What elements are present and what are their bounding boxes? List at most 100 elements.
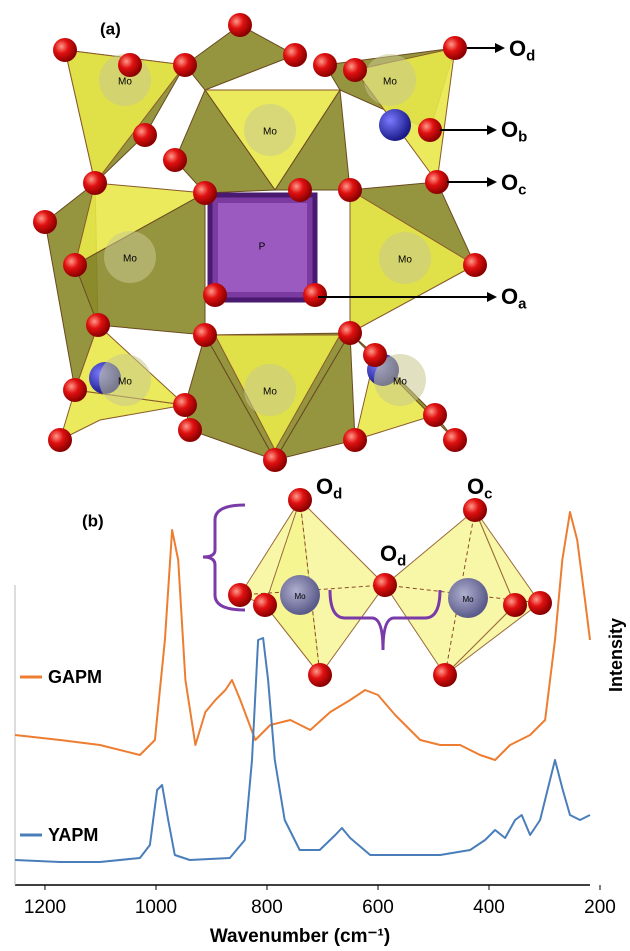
oxygen-sphere — [425, 170, 449, 194]
bracket — [328, 589, 442, 651]
y-axis-label: Intensity — [606, 618, 626, 692]
oxygen-sphere — [338, 178, 362, 202]
oxygen-sphere — [33, 210, 57, 234]
mo-sphere — [448, 578, 488, 618]
legend-label: GAPM — [48, 667, 102, 687]
oxygen-sphere — [263, 448, 287, 472]
atom-label: Mo — [118, 77, 132, 88]
arrow-head — [487, 177, 497, 187]
oxygen-sphere — [423, 403, 447, 427]
oxygen-subscript: d — [397, 553, 406, 570]
oxygen-sphere — [343, 428, 367, 452]
atom-label: Mo — [398, 255, 412, 266]
oxygen-sphere — [463, 253, 487, 277]
face — [273, 331, 356, 461]
oxygen-subscript: c — [484, 486, 492, 503]
atom-label: Mo — [263, 127, 277, 138]
oxygen-sphere — [118, 53, 142, 77]
atom-label: Mo — [462, 595, 474, 604]
oxygen-sphere — [283, 43, 307, 67]
oxygen-sphere — [173, 53, 197, 77]
oxygen-label: Oc — [501, 170, 526, 199]
oxygen-sphere — [288, 488, 312, 512]
oxygen-sphere — [83, 171, 107, 195]
oxygen-sphere — [313, 53, 337, 77]
oxygen-sphere — [343, 58, 367, 82]
oxygen-label: Od — [380, 541, 406, 570]
oxygen-sphere — [228, 13, 252, 37]
oxygen-symbol: O — [501, 117, 518, 142]
panel-label: (b) — [82, 511, 104, 530]
x-tick-label: 1200 — [24, 897, 66, 918]
arrow-head — [495, 43, 505, 53]
oxygen-symbol: O — [316, 474, 333, 499]
atom-label: Mo — [393, 377, 407, 388]
spectrum-line — [14, 511, 591, 761]
oxygen-label: Oa — [501, 284, 527, 313]
mo-site — [99, 354, 151, 406]
oxygen-sphere — [443, 428, 467, 452]
bracket — [202, 503, 246, 612]
oxygen-label: Ob — [501, 117, 527, 146]
oxygen-sphere — [363, 343, 387, 367]
mo-site — [364, 54, 416, 106]
spectra-plot: 1200 1000 800 600 400 200 Wavenumber (cm⁻¹) Int… — [14, 511, 626, 947]
oxygen-label: Od — [509, 36, 535, 65]
panel-label: (a) — [100, 19, 121, 38]
oxygen-sphere — [253, 593, 277, 617]
x-tick-label: 800 — [251, 897, 283, 918]
oxygen-sphere — [288, 178, 312, 202]
oxygen-sphere — [48, 428, 72, 452]
arrow-head — [487, 292, 497, 302]
oxygen-sphere — [63, 378, 87, 402]
oxygen-sphere — [178, 418, 202, 442]
oxygen-symbol: O — [501, 284, 518, 309]
oxygen-sphere — [433, 663, 457, 687]
oxygen-sphere — [308, 663, 332, 687]
oxygen-sphere — [193, 181, 217, 205]
oxygen-sphere — [338, 321, 362, 345]
oxygen-subscript: d — [333, 486, 342, 503]
oxygen-subscript: b — [518, 129, 527, 146]
atom-label: Mo — [123, 254, 137, 265]
oxygen-symbol: O — [509, 36, 526, 61]
oxygen-sphere — [418, 118, 442, 142]
x-tick-label: 600 — [362, 897, 394, 918]
oxygen-symbol: O — [467, 474, 484, 499]
oxygen-sphere — [53, 38, 77, 62]
x-tick-label: 400 — [473, 897, 505, 918]
oxygen-sphere — [443, 36, 467, 60]
mo-site — [379, 232, 431, 284]
oxygen-sphere — [163, 148, 187, 172]
x-axis-label: Wavenumber (cm⁻¹) — [210, 926, 390, 947]
oxygen-symbol: O — [380, 541, 397, 566]
atom-label: Mo — [294, 592, 306, 601]
oxygen-sphere — [173, 393, 197, 417]
oxygen-sphere — [86, 313, 110, 337]
oxygen-subscript: d — [526, 48, 535, 65]
mo-site — [374, 354, 426, 406]
atoms — [33, 13, 552, 687]
dimer-polyhedra — [202, 498, 541, 677]
mo-site — [244, 104, 296, 156]
atom-label: Mo — [118, 377, 132, 388]
mo-sphere — [280, 575, 320, 615]
mo-sphere — [379, 109, 411, 141]
oxygen-sphere — [193, 323, 217, 347]
oxygen-label: Oc — [467, 474, 492, 503]
oxygen-sphere — [228, 583, 252, 607]
mo-site — [104, 231, 156, 283]
oxygen-subscript: a — [518, 296, 527, 313]
oxygen-symbol: O — [501, 170, 518, 195]
mo-site — [244, 364, 296, 416]
oxygen-sphere — [63, 253, 87, 277]
oxygen-sphere — [503, 593, 527, 617]
atom-label: P — [259, 242, 266, 253]
legend-label: YAPM — [48, 825, 98, 845]
oxygen-subscript: c — [518, 182, 526, 199]
oxygen-sphere — [303, 283, 327, 307]
atom-label: Mo — [263, 387, 277, 398]
arrow-head — [487, 125, 497, 135]
